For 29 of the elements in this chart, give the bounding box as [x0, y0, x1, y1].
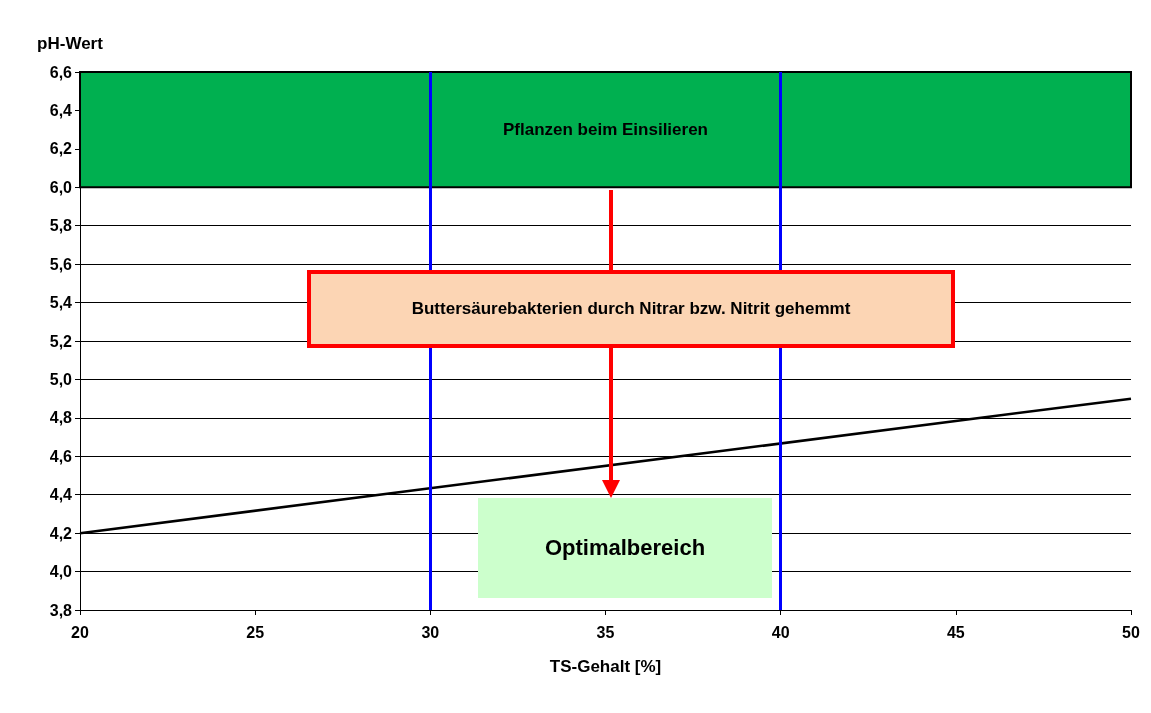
callout-box: Buttersäurebakterien durch Nitrar bzw. Nitrit gehemmt	[307, 270, 955, 348]
y-tick-label: 3,8	[49, 601, 73, 619]
y-tick-label: 5,6	[49, 255, 73, 273]
x-tick-label: 30	[421, 623, 440, 641]
y-tick-label: 4,2	[49, 524, 73, 542]
y-tick-label: 5,4	[49, 294, 73, 312]
y-tick-label: 4,0	[49, 563, 73, 581]
y-tick-label: 4,8	[49, 409, 73, 427]
x-tick-label: 35	[596, 623, 615, 641]
x-tick-label: 40	[771, 623, 790, 641]
y-axis-title: pH-Wert	[37, 34, 104, 53]
annotation: Optimalbereich	[544, 535, 706, 561]
y-tick-label: 6,6	[49, 63, 73, 81]
y-tick-label: 5,0	[49, 370, 73, 388]
annotation: Buttersäurebakterien durch Nitrar bzw. Nitrit gehemmt	[411, 299, 851, 319]
band-label: Pflanzen beim Einsilieren	[502, 120, 709, 140]
y-tick-label: 6,4	[49, 101, 73, 119]
y-tick-label: 5,2	[49, 332, 73, 350]
x-tick-label: 20	[71, 623, 89, 641]
x-axis-title: TS-Gehalt [%]	[549, 657, 662, 676]
y-tick-label: 6,0	[49, 178, 73, 196]
x-tick-label: 25	[246, 623, 265, 641]
x-tick-label: 50	[1122, 623, 1140, 641]
y-tick-label: 4,4	[49, 486, 73, 504]
x-tick-label: 45	[946, 623, 965, 641]
y-tick-label: 4,6	[49, 447, 73, 465]
y-tick-label: 6,2	[49, 140, 73, 158]
callout-box: Optimalbereich	[478, 498, 772, 598]
y-tick-label: 5,8	[49, 217, 73, 235]
